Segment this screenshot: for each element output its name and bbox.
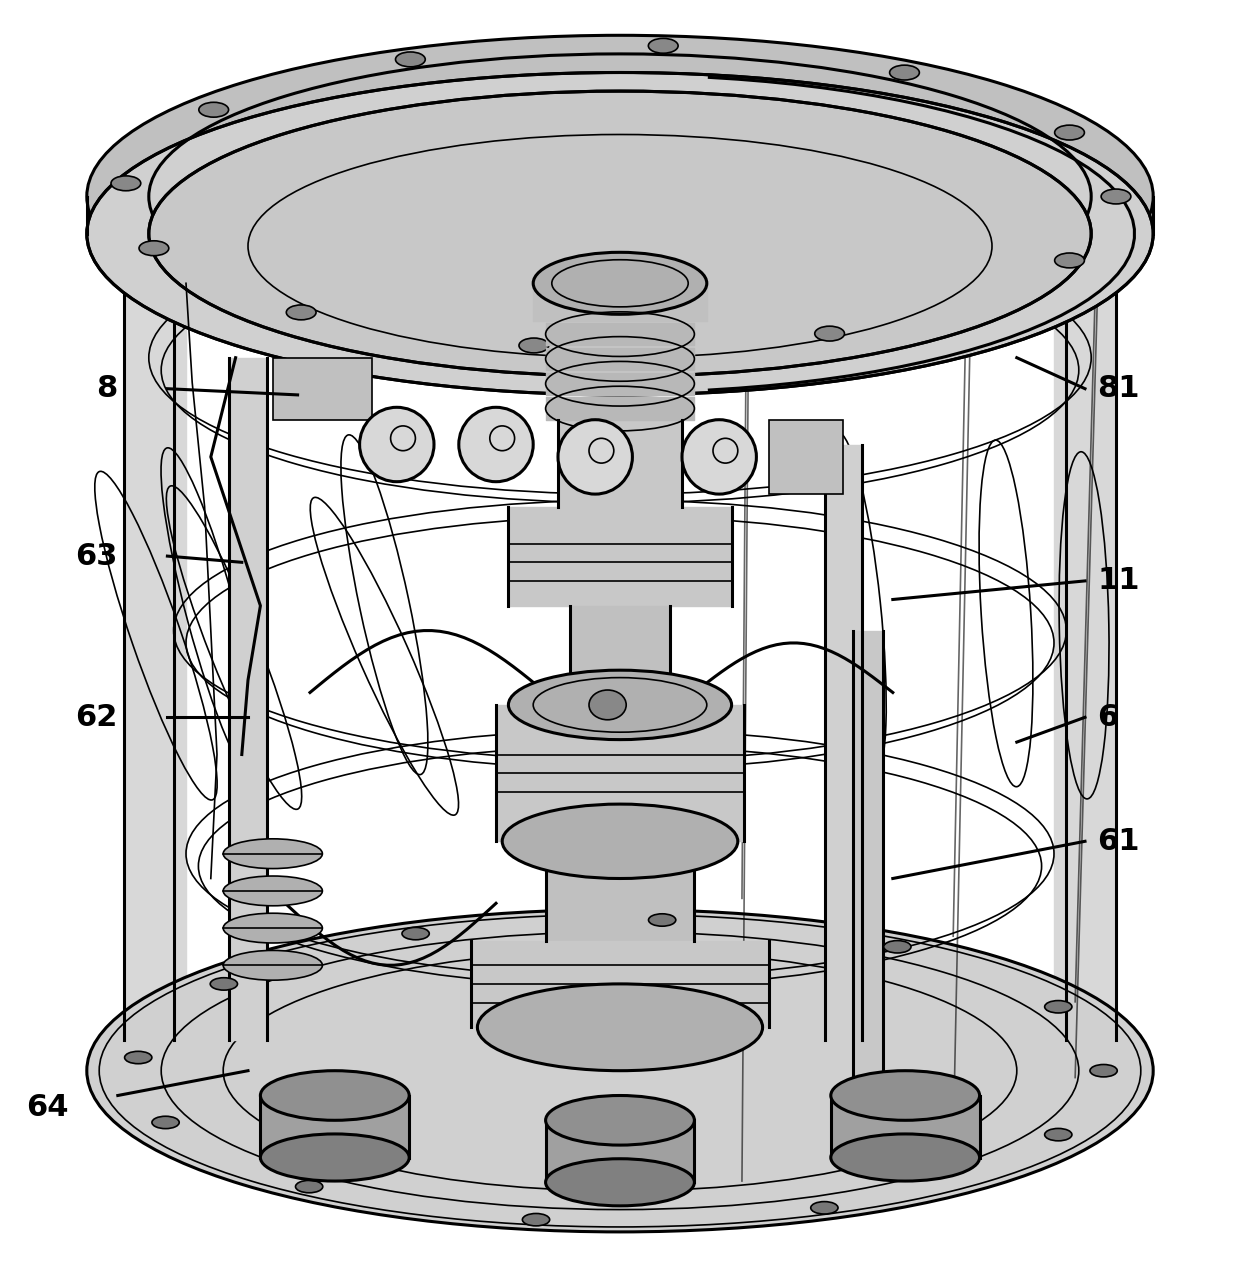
Ellipse shape	[558, 420, 632, 494]
Ellipse shape	[477, 984, 763, 1071]
Ellipse shape	[260, 1134, 409, 1182]
Ellipse shape	[811, 1202, 838, 1214]
Ellipse shape	[1055, 253, 1085, 267]
Ellipse shape	[889, 66, 919, 79]
Ellipse shape	[502, 805, 738, 879]
Text: 6: 6	[1097, 702, 1118, 731]
Ellipse shape	[149, 91, 1091, 376]
Ellipse shape	[831, 1071, 980, 1120]
Ellipse shape	[112, 175, 141, 190]
Ellipse shape	[223, 839, 322, 869]
Ellipse shape	[1101, 189, 1131, 204]
Ellipse shape	[522, 1213, 549, 1226]
Ellipse shape	[831, 1134, 980, 1182]
Ellipse shape	[87, 909, 1153, 1232]
Ellipse shape	[223, 913, 322, 943]
Ellipse shape	[649, 38, 678, 53]
Text: 64: 64	[26, 1093, 68, 1122]
Bar	[273, 358, 372, 420]
Ellipse shape	[682, 420, 756, 494]
Ellipse shape	[360, 407, 434, 482]
Text: 11: 11	[1097, 566, 1140, 595]
Ellipse shape	[396, 52, 425, 67]
Ellipse shape	[884, 941, 911, 953]
Ellipse shape	[589, 690, 626, 720]
Ellipse shape	[508, 670, 732, 740]
Ellipse shape	[533, 252, 707, 314]
Ellipse shape	[295, 1180, 322, 1193]
Ellipse shape	[520, 338, 549, 353]
Ellipse shape	[1044, 1000, 1071, 1013]
Ellipse shape	[402, 927, 429, 939]
Ellipse shape	[211, 977, 238, 990]
Ellipse shape	[139, 241, 169, 256]
Ellipse shape	[1044, 1129, 1071, 1141]
Ellipse shape	[815, 327, 844, 340]
Text: 63: 63	[76, 542, 118, 570]
Ellipse shape	[124, 1052, 151, 1064]
Ellipse shape	[260, 1071, 409, 1120]
Text: 8: 8	[97, 375, 118, 404]
Text: 81: 81	[1097, 375, 1140, 404]
Ellipse shape	[649, 914, 676, 926]
Ellipse shape	[286, 305, 316, 320]
Ellipse shape	[546, 1159, 694, 1206]
Ellipse shape	[153, 1116, 180, 1129]
Ellipse shape	[1090, 1064, 1117, 1077]
Ellipse shape	[546, 1096, 694, 1145]
Ellipse shape	[198, 102, 228, 117]
Text: 61: 61	[1097, 827, 1140, 856]
Ellipse shape	[87, 72, 1153, 395]
Ellipse shape	[223, 951, 322, 980]
Ellipse shape	[223, 876, 322, 905]
Ellipse shape	[459, 407, 533, 482]
Text: 62: 62	[76, 702, 118, 731]
Ellipse shape	[1055, 125, 1085, 140]
Ellipse shape	[87, 35, 1153, 358]
Bar	[769, 420, 843, 494]
